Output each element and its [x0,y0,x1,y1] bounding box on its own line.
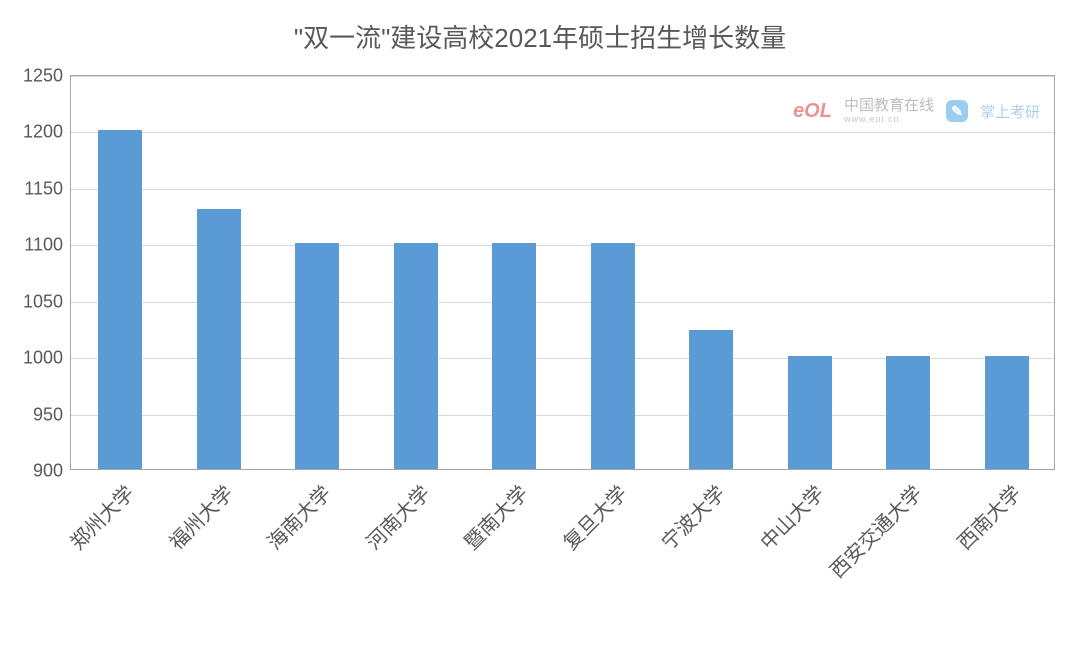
watermark-badge-icon: ✎ [946,100,968,122]
x-axis-labels: 郑州大学福州大学海南大学河南大学暨南大学复旦大学宁波大学中山大学西安交通大学西南… [70,478,1055,638]
x-tick-label: 河南大学 [358,478,435,555]
plot-area: 900950100010501100115012001250 [70,75,1055,470]
y-tick-label: 1050 [23,291,63,312]
gridline [71,189,1054,190]
watermark-text-1: 中国教育在线 www.eol.cn [844,98,934,124]
watermark: eOL 中国教育在线 www.eol.cn ✎ 掌上考研 [793,98,1040,124]
bar [98,130,142,469]
x-tick-label: 福州大学 [161,478,238,555]
bar [886,356,930,469]
y-tick-label: 1200 [23,122,63,143]
bar [394,243,438,469]
y-tick-label: 1000 [23,348,63,369]
chart-container: "双一流"建设高校2021年硕士招生增长数量 90095010001050110… [0,0,1080,649]
watermark-text-1-main: 中国教育在线 [844,98,934,115]
gridline [71,76,1054,77]
bar [788,356,832,469]
x-tick-label: 暨南大学 [457,478,534,555]
x-tick-label: 海南大学 [260,478,337,555]
x-tick-label: 宁波大学 [654,478,731,555]
bar [689,330,733,469]
watermark-logo-icon: eOL [793,100,832,123]
bar [197,209,241,469]
x-tick-label: 中山大学 [752,478,829,555]
y-tick-label: 950 [33,404,63,425]
x-tick-label: 西安交通大学 [822,478,927,583]
watermark-logo-text: eOL [793,100,832,123]
bar [591,243,635,469]
watermark-text-2: 掌上考研 [980,101,1040,122]
bar [985,356,1029,469]
y-tick-label: 1100 [24,235,63,256]
y-tick-label: 900 [33,461,63,482]
x-tick-label: 郑州大学 [63,478,140,555]
bar [492,243,536,469]
gridline [71,132,1054,133]
x-tick-label: 西南大学 [949,478,1026,555]
x-tick-label: 复旦大学 [555,478,632,555]
y-tick-label: 1150 [24,178,63,199]
chart-title: "双一流"建设高校2021年硕士招生增长数量 [0,18,1080,55]
bar [295,243,339,469]
watermark-text-1-sub: www.eol.cn [844,115,934,125]
y-tick-label: 1250 [23,66,63,87]
